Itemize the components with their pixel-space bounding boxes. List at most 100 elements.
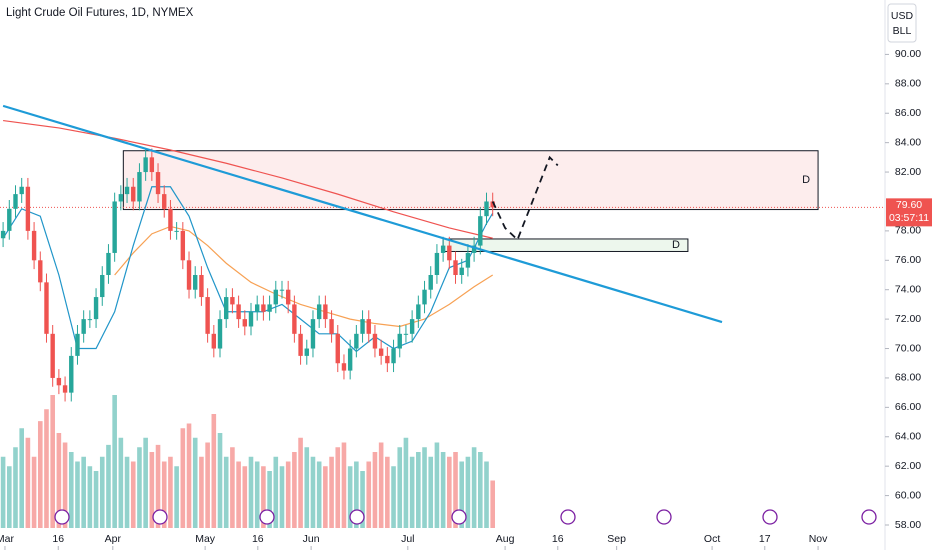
zone-label: D (802, 174, 810, 186)
candle-body (230, 297, 235, 305)
event-icon[interactable] (152, 509, 168, 525)
volume-bar (267, 471, 272, 528)
candle-body (329, 319, 334, 334)
candle-body (478, 216, 483, 246)
candle-body (267, 304, 272, 312)
volume-bar (106, 444, 111, 528)
candle-body (199, 275, 204, 298)
volume-bar (124, 456, 130, 528)
candle-body (211, 333, 217, 349)
volume-bar (93, 471, 99, 528)
candle-body (242, 319, 248, 327)
volume-bar (298, 437, 303, 528)
y-tick-label: 64.00 (895, 431, 921, 443)
y-tick-label: 74.00 (895, 283, 921, 295)
volume-bar (329, 456, 334, 528)
event-icon[interactable] (451, 509, 467, 525)
moving-average (2, 186, 494, 353)
candle-body (31, 230, 37, 261)
zone-label: D (672, 239, 680, 251)
volume-bar (310, 456, 316, 528)
candle-body (224, 297, 229, 320)
candle-body (316, 304, 322, 320)
volume-bar (199, 456, 204, 528)
event-icon[interactable] (259, 509, 275, 525)
volume-bar (112, 395, 117, 528)
candle-body (403, 333, 409, 335)
event-icon[interactable] (762, 509, 778, 525)
candle-body (279, 289, 285, 291)
volume-bar (6, 466, 12, 528)
volume-bar (360, 471, 365, 528)
event-icon[interactable] (54, 509, 70, 525)
candle-body (168, 208, 173, 231)
candle-body (453, 260, 458, 275)
candle-body (19, 186, 24, 195)
volume-bar (25, 437, 31, 528)
volume-bar (118, 437, 124, 528)
candle-body (378, 348, 384, 356)
volume-bar (192, 437, 198, 528)
volume-bar (0, 456, 6, 528)
candle-body (143, 157, 148, 173)
zone (122, 150, 819, 211)
y-tick-label: 68.00 (895, 372, 921, 384)
candle-body (75, 333, 80, 356)
candle-body (310, 319, 316, 349)
volume-bar (341, 442, 347, 528)
volume-bar (254, 461, 260, 528)
volume-bar (13, 447, 18, 528)
candle-body (205, 297, 210, 334)
volume-bar (347, 466, 353, 528)
y-tick-label: 70.00 (895, 342, 921, 354)
candle-body (391, 348, 396, 364)
volume-bar (478, 452, 483, 528)
volume-bar (447, 456, 452, 528)
last-price-badge (886, 198, 932, 227)
volume-bar (81, 456, 86, 528)
candle-body (285, 289, 291, 305)
last-price-label: 79.60 (896, 199, 922, 211)
candle-body (490, 201, 495, 208)
candle-body (292, 304, 297, 334)
candle-body (100, 275, 105, 298)
event-icon[interactable] (656, 509, 672, 525)
candle-body (422, 289, 427, 305)
volume-bar (316, 461, 322, 528)
event-icon[interactable] (349, 509, 365, 525)
candle-body (217, 319, 223, 349)
candle-body (298, 333, 303, 356)
volume-bar (99, 456, 105, 528)
volume-bar (416, 452, 421, 528)
volume-bar (236, 461, 241, 528)
volume-bar (248, 456, 254, 528)
x-tick-label: Sep (607, 533, 626, 545)
moving-average (3, 119, 493, 239)
volume-bar (323, 466, 328, 528)
x-tick-label: 16 (552, 533, 564, 545)
candle-body (56, 377, 62, 386)
event-icon[interactable] (861, 509, 877, 525)
volume-bar (261, 466, 266, 528)
plot: 58.00 60.00 62.00 64.00 66.00 68.00 70.00 72.00… (0, 48, 932, 550)
event-icon[interactable] (560, 509, 576, 525)
volume-bar (50, 395, 55, 528)
volume-bar (279, 466, 285, 528)
y-tick-label: 58.00 (895, 519, 921, 531)
volume-bar (37, 421, 43, 528)
volume-bar (180, 428, 186, 528)
volume-bar (149, 452, 155, 528)
candle-body (25, 186, 31, 231)
volume-bar (68, 452, 74, 528)
chart-title: Light Crude Oil Futures, 1D, NYMEX (6, 7, 194, 19)
y-tick-label: 82.00 (895, 166, 921, 178)
candle-body (186, 260, 192, 290)
x-tick-label: 17 (759, 533, 771, 545)
candle-body (341, 363, 347, 371)
candle-body (0, 230, 6, 239)
volume-bar (211, 414, 217, 528)
x-tick-label: Jun (303, 533, 320, 545)
x-tick-label: Apr (105, 533, 122, 545)
y-tick-label: 62.00 (895, 460, 921, 472)
